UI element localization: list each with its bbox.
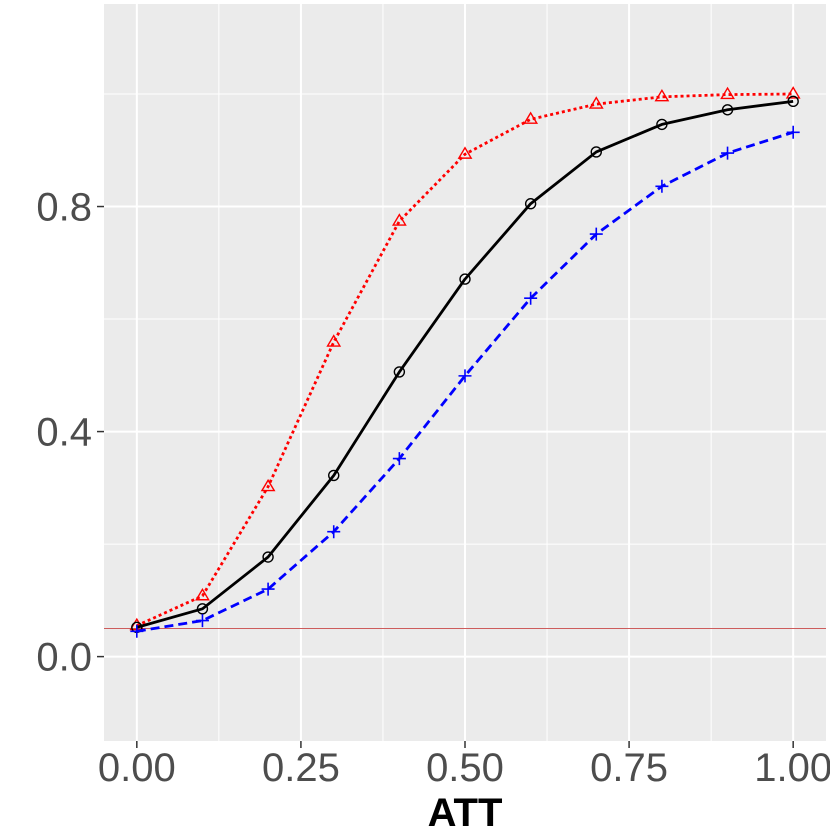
data-point-circle	[262, 551, 274, 563]
series-line-triangle	[136, 92, 794, 627]
y-tick-label: 0.4	[36, 411, 92, 455]
data-point-triangle	[523, 111, 539, 124]
data-point-plus	[458, 369, 472, 383]
data-point-circle	[524, 198, 537, 210]
series-line-circle	[136, 99, 794, 629]
data-point-circle	[393, 366, 406, 378]
y-axis-ticks: 0.0 0.4 0.8	[36, 186, 104, 680]
y-tick-label: 0.0	[36, 636, 92, 680]
data-point-triangle	[720, 86, 735, 100]
data-point-plus	[655, 179, 669, 193]
data-point-plus	[786, 125, 800, 139]
data-point-plus	[327, 525, 341, 539]
data-point-circle	[787, 95, 799, 108]
x-tick-label: 0.50	[426, 746, 504, 790]
data-point-circle	[590, 146, 602, 158]
series-group	[129, 86, 801, 638]
x-axis-ticks: 0.00 0.25 0.50 0.75 1.00	[98, 741, 830, 790]
data-point-triangle	[785, 86, 801, 99]
data-point-plus	[524, 291, 538, 305]
data-point-triangle	[654, 88, 670, 102]
data-point-triangle	[391, 213, 407, 226]
x-tick-label: 0.00	[98, 746, 176, 790]
data-point-triangle	[260, 478, 276, 492]
y-tick-label: 0.8	[36, 186, 92, 230]
data-point-circle	[328, 469, 340, 482]
data-point-plus	[261, 582, 275, 596]
data-point-plus	[392, 452, 406, 466]
data-point-triangle	[588, 96, 604, 109]
x-tick-label: 0.75	[590, 746, 668, 790]
x-axis-title: ATT	[428, 791, 503, 830]
data-point-triangle	[457, 146, 473, 159]
data-point-circle	[459, 273, 471, 285]
data-point-circle	[196, 603, 209, 615]
data-point-plus	[130, 624, 144, 638]
x-tick-label: 1.00	[754, 746, 830, 790]
data-point-triangle	[195, 587, 210, 601]
data-point-plus	[589, 227, 603, 241]
series-line-plus	[136, 130, 794, 633]
x-tick-label: 0.25	[262, 746, 340, 790]
data-point-triangle	[326, 334, 342, 347]
data-point-plus	[721, 146, 735, 160]
data-point-circle	[656, 118, 668, 131]
data-point-plus	[195, 614, 209, 628]
data-point-circle	[721, 104, 734, 116]
